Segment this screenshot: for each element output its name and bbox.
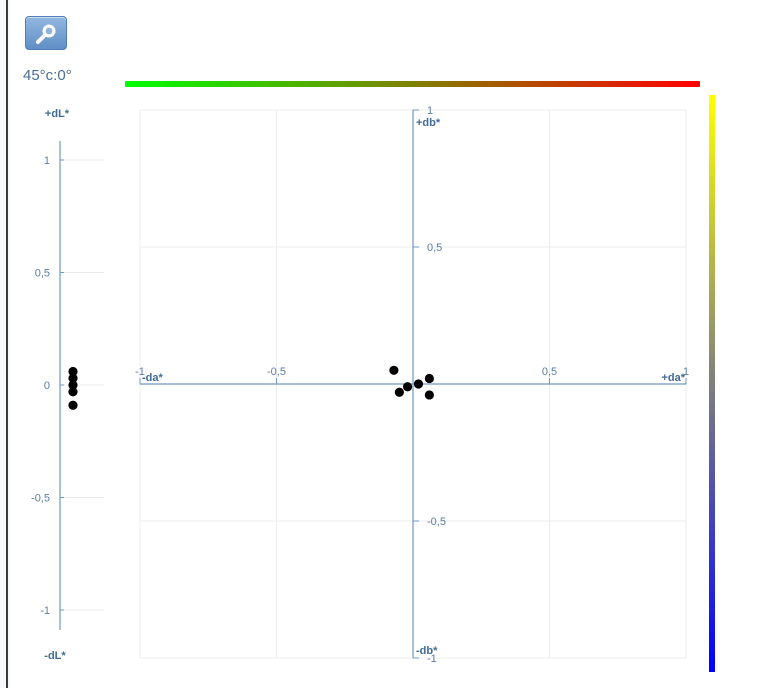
ab-data-point (413, 379, 424, 389)
dl-data-point (68, 400, 78, 410)
dl-tick-label: -1 (40, 605, 50, 617)
db-tick-label: -1 (427, 653, 437, 665)
dl-tick-label: 1 (44, 155, 50, 167)
dl-tick-label: 0 (44, 380, 50, 392)
da-plus-label: +da* (661, 372, 685, 384)
db-plus-label: +db* (416, 117, 441, 129)
da-tick-label: 1 (683, 366, 689, 378)
dl-top-label: +dL* (45, 108, 70, 120)
db-tick-label: 0,5 (427, 242, 442, 254)
ab-data-point (424, 390, 434, 400)
chroma-color-bar (709, 95, 715, 672)
geometry-label: 45°c:0° (23, 67, 72, 84)
zoom-button[interactable] (25, 16, 67, 50)
dl-data-point (68, 380, 78, 390)
dl-data-point (68, 387, 78, 397)
db-tick-label: 1 (427, 105, 433, 117)
ab-data-point (402, 382, 413, 392)
dl-tick-label: 0,5 (35, 268, 50, 280)
hue-color-bar (125, 81, 700, 87)
da-tick-label: -0,5 (267, 366, 286, 378)
window-edge (6, 0, 8, 688)
da-tick-label: 0,5 (542, 366, 557, 378)
db-tick-label: -0,5 (427, 516, 446, 528)
ab-data-point (394, 387, 404, 397)
dl-chart: 1 0,5 0 -0,5 -1 +dL* -dL* (31, 108, 104, 662)
dl-bottom-label: -dL* (44, 650, 66, 662)
da-minus-label: -da* (142, 372, 164, 384)
dl-data-point (68, 373, 78, 383)
dl-data-point (68, 366, 78, 377)
ab-data-point (424, 373, 434, 384)
ab-data-point (389, 365, 399, 375)
db-minus-label: -db* (416, 645, 438, 657)
da-tick-label: -1 (135, 366, 145, 378)
dl-tick-label: -0,5 (31, 493, 50, 505)
dadb-chart: -1 -0,5 0,5 1 1 0,5 -0,5 -1 -da* +da* +db* -db* (135, 105, 689, 665)
magnifier-icon (36, 24, 56, 44)
chart-panel (10, 0, 773, 688)
